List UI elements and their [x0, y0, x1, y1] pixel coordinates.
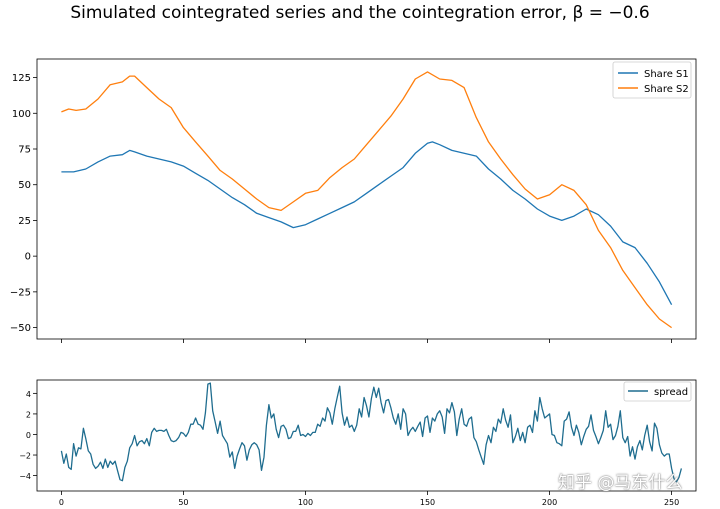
top-y-tick-label: −50: [10, 323, 31, 334]
bottom-y-tick-label: 2: [26, 410, 31, 419]
top-y-tick-label: 0: [25, 252, 31, 263]
bottom-x-tick-label: 100: [298, 498, 313, 507]
watermark: 知乎 @马东什么: [558, 473, 683, 493]
top-axes-price-series: −50 −25 0 25 50 75 100 125 Share S1 Share S2: [10, 58, 697, 343]
top-y-ticks: −50 −25 0 25 50 75 100 125: [10, 73, 37, 334]
series-line-share-s1: [61, 141, 673, 306]
bottom-x-tick-label: 0: [59, 498, 64, 507]
legend-label-share-s2: Share S2: [644, 84, 689, 95]
bottom-axes-frame: [36, 379, 697, 492]
bottom-x-tick-label: 250: [664, 498, 679, 507]
bottom-legend-box: [623, 381, 692, 402]
top-y-tick-label: −25: [10, 287, 31, 298]
top-x-ticks: [61, 339, 672, 343]
top-series-lines: [61, 71, 673, 329]
top-legend: Share S1 Share S2: [612, 61, 692, 99]
bottom-x-tick-label: 50: [178, 498, 188, 507]
bottom-axes-spread: −4 −2 0 2 4 0 50 100 150 200 250 spread: [19, 379, 697, 507]
top-y-tick-label: 75: [18, 145, 31, 156]
series-line-spread: [60, 382, 683, 483]
legend-label-spread: spread: [654, 387, 688, 398]
bottom-series-lines: [60, 382, 683, 483]
top-axes-frame: [36, 58, 697, 340]
top-y-tick-label: 100: [12, 109, 31, 120]
bottom-legend: spread: [623, 381, 692, 402]
bottom-y-tick-label: −4: [19, 472, 31, 481]
top-y-tick-label: 50: [18, 180, 31, 191]
bottom-x-tick-label: 200: [542, 498, 557, 507]
bottom-x-tick-label: 150: [420, 498, 435, 507]
bottom-y-tick-label: −2: [19, 452, 31, 461]
top-legend-box: [612, 61, 692, 99]
bottom-x-ticks: 0 50 100 150 200 250: [59, 491, 679, 507]
series-line-share-s2: [61, 71, 672, 329]
top-y-tick-label: 25: [18, 216, 31, 227]
legend-label-share-s1: Share S1: [644, 69, 689, 80]
bottom-y-tick-label: 0: [26, 431, 31, 440]
chart-title: Simulated cointegrated series and the co…: [70, 3, 649, 23]
bottom-y-tick-label: 4: [26, 390, 31, 399]
top-y-tick-label: 125: [12, 73, 31, 84]
bottom-y-ticks: −4 −2 0 2 4: [19, 390, 37, 481]
